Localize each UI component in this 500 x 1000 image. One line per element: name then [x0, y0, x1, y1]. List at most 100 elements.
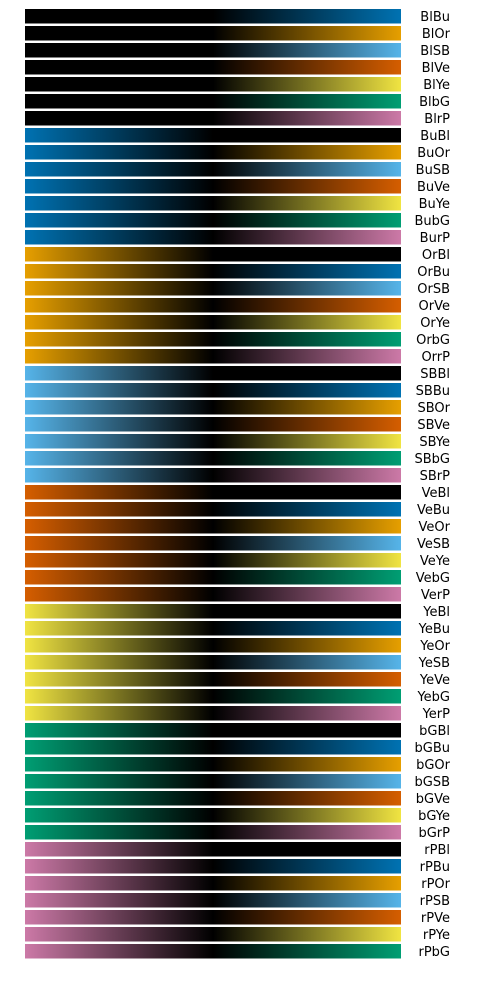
colormap-swatch-VeSB: [25, 536, 401, 551]
colormap-swatch-SBVe: [25, 417, 401, 432]
colormap-row-bGrP: bGrP: [25, 825, 450, 841]
colormap-label-BlOr: BlOr: [422, 27, 451, 42]
colormap-row-VebG: VebG: [25, 570, 450, 586]
colormap-label-YebG: YebG: [416, 690, 450, 705]
colormap-label-BuBl: BuBl: [420, 129, 450, 144]
colormap-label-bGOr: bGOr: [416, 758, 451, 773]
colormap-swatch-VerP: [25, 587, 401, 602]
colormap-swatch-BuYe: [25, 196, 401, 211]
colormap-swatch-BlSB: [25, 43, 401, 58]
colormap-swatch-BlOr: [25, 26, 401, 41]
colormap-label-OrVe: OrVe: [419, 299, 450, 314]
colormap-swatch-bGYe: [25, 808, 401, 823]
colormap-label-VeSB: VeSB: [417, 537, 450, 552]
colormap-row-OrSB: OrSB: [25, 281, 450, 297]
colormap-row-BuBl: BuBl: [25, 128, 450, 144]
colormap-row-YerP: YerP: [25, 706, 450, 722]
colormap-swatch-OrSB: [25, 281, 401, 296]
colormap-swatch-VeOr: [25, 519, 401, 534]
colormap-swatch-OrBl: [25, 247, 401, 262]
colormap-label-BuYe: BuYe: [419, 197, 450, 212]
colormap-row-bGSB: bGSB: [25, 774, 450, 790]
colormap-swatch-YeBl: [25, 604, 401, 619]
colormap-label-BlrP: BlrP: [424, 112, 450, 127]
colormap-label-OrbG: OrbG: [416, 333, 450, 348]
colormap-row-SBBu: SBBu: [25, 383, 450, 399]
colormap-label-SBbG: SBbG: [415, 452, 451, 467]
colormap-label-bGBu: bGBu: [415, 741, 450, 756]
colormap-swatch-bGSB: [25, 774, 401, 789]
colormap-row-BlVe: BlVe: [25, 60, 450, 76]
colormap-swatch-SBrP: [25, 468, 401, 483]
colormap-swatch-SBBl: [25, 366, 401, 381]
colormap-swatch-YeSB: [25, 655, 401, 670]
colormap-row-OrbG: OrbG: [25, 332, 450, 348]
colormap-swatch-OrYe: [25, 315, 401, 330]
colormap-row-OrYe: OrYe: [25, 315, 450, 331]
colormap-row-VeBu: VeBu: [25, 502, 450, 518]
colormap-label-YeSB: YeSB: [418, 656, 450, 671]
colormap-row-VeYe: VeYe: [25, 553, 450, 569]
colormap-row-BlBu: BlBu: [25, 9, 450, 25]
colormap-swatch-BuBl: [25, 128, 401, 143]
colormap-row-SBVe: SBVe: [25, 417, 450, 433]
colormap-row-rPBl: rPBl: [25, 842, 450, 858]
colormap-swatch-rPYe: [25, 927, 401, 942]
colormap-row-bGBl: bGBl: [25, 723, 450, 739]
colormap-row-OrrP: OrrP: [25, 349, 450, 365]
colormap-label-rPVe: rPVe: [421, 911, 450, 926]
colormap-row-YeBl: YeBl: [25, 604, 450, 620]
colormap-label-OrBu: OrBu: [417, 265, 450, 280]
colormap-label-rPSB: rPSB: [420, 894, 450, 909]
colormap-swatch-BlYe: [25, 77, 401, 92]
colormap-label-rPBu: rPBu: [420, 860, 450, 875]
colormap-swatch-BurP: [25, 230, 401, 245]
colormap-label-bGBl: bGBl: [419, 724, 450, 739]
colormap-label-SBVe: SBVe: [417, 418, 450, 433]
colormap-label-VeYe: VeYe: [420, 554, 450, 569]
colormap-row-BurP: BurP: [25, 230, 450, 246]
colormap-label-SBrP: SBrP: [420, 469, 451, 484]
colormap-row-OrVe: OrVe: [25, 298, 450, 314]
colormap-swatch-OrrP: [25, 349, 401, 364]
colormap-swatch-OrVe: [25, 298, 401, 313]
colormap-label-bGVe: bGVe: [416, 792, 450, 807]
colormap-row-BlYe: BlYe: [25, 77, 450, 93]
colormap-label-rPYe: rPYe: [423, 928, 450, 943]
colormap-swatch-BlbG: [25, 94, 401, 109]
colormap-swatch-OrbG: [25, 332, 401, 347]
colormap-swatch-SBbG: [25, 451, 401, 466]
colormap-swatch-BuVe: [25, 179, 401, 194]
colormap-label-YeOr: YeOr: [419, 639, 450, 654]
colormap-rows: BlBu BlOr BlSB BlVe BlYe BlbG BlrP BuBl BuOr BuSB…: [25, 9, 451, 960]
colormap-swatch-BuOr: [25, 145, 401, 160]
colormap-label-BuSB: BuSB: [416, 163, 450, 178]
colormap-swatch-rPBu: [25, 859, 401, 874]
colormap-label-BlYe: BlYe: [423, 78, 450, 93]
colormap-swatch-BubG: [25, 213, 401, 228]
colormap-row-BlrP: BlrP: [25, 111, 450, 127]
colormap-row-SBrP: SBrP: [25, 468, 450, 484]
colormap-row-bGYe: bGYe: [25, 808, 450, 824]
colormap-swatch-bGrP: [25, 825, 401, 840]
colormap-swatch-rPSB: [25, 893, 401, 908]
colormap-label-VerP: VerP: [421, 588, 450, 603]
colormap-row-YeVe: YeVe: [25, 672, 450, 688]
colormap-swatch-SBBu: [25, 383, 401, 398]
colormap-label-rPBl: rPBl: [424, 843, 450, 858]
colormap-swatch-VeBu: [25, 502, 401, 517]
colormap-label-YeVe: YeVe: [419, 673, 450, 688]
colormap-label-OrYe: OrYe: [420, 316, 450, 331]
colormap-label-SBBu: SBBu: [416, 384, 450, 399]
colormap-swatch-rPbG: [25, 944, 401, 959]
colormap-swatch-rPBl: [25, 842, 401, 857]
colormap-label-BlSB: BlSB: [420, 44, 450, 59]
colormap-row-rPBu: rPBu: [25, 859, 450, 875]
colormap-row-BubG: BubG: [25, 213, 450, 229]
colormap-row-bGBu: bGBu: [25, 740, 450, 756]
colormap-label-VeBl: VeBl: [422, 486, 450, 501]
colormap-label-OrBl: OrBl: [422, 248, 450, 263]
colormap-label-SBBl: SBBl: [420, 367, 450, 382]
colormap-label-BlVe: BlVe: [422, 61, 450, 76]
